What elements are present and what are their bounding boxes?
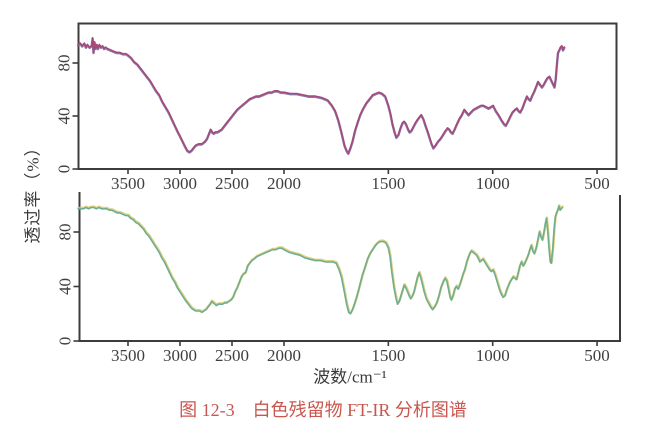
x-tick-label: 3500 bbox=[111, 346, 145, 365]
x-tick-label: 3500 bbox=[111, 174, 145, 193]
x-tick-label: 2500 bbox=[215, 174, 249, 193]
x-tick-label: 1500 bbox=[371, 174, 405, 193]
y-tick-label: 0 bbox=[54, 165, 73, 174]
y-tick-label: 80 bbox=[55, 224, 74, 241]
x-tick-label: 3000 bbox=[163, 174, 197, 193]
x-axis-label: 波数/cm⁻¹ bbox=[313, 367, 387, 387]
y-tick-label: 0 bbox=[55, 337, 74, 346]
x-tick-label: 2000 bbox=[267, 346, 301, 365]
spectrum-shadow-line bbox=[76, 37, 566, 156]
y-tick-label: 40 bbox=[54, 108, 73, 125]
x-tick-label: 500 bbox=[584, 346, 610, 365]
y-tick-label: 80 bbox=[54, 55, 73, 72]
x-tick-label: 1000 bbox=[476, 174, 510, 193]
x-tick-label: 1000 bbox=[476, 346, 510, 365]
plot-frame bbox=[77, 22, 618, 170]
figure-caption: 图 12-3 白色残留物 FT-IR 分析图谱 bbox=[179, 400, 467, 420]
x-tick-label: 2000 bbox=[267, 174, 301, 193]
spectrum-line bbox=[77, 205, 564, 315]
y-axis-label: 透过率（%） bbox=[23, 138, 43, 244]
spectrum-line bbox=[77, 36, 566, 154]
x-tick-label: 1500 bbox=[371, 346, 405, 365]
spectrum-shadow-line bbox=[77, 204, 564, 315]
x-tick-label: 3000 bbox=[163, 346, 197, 365]
y-tick-label: 40 bbox=[55, 278, 74, 295]
x-tick-label: 500 bbox=[584, 174, 610, 193]
x-tick-label: 2500 bbox=[215, 346, 249, 365]
